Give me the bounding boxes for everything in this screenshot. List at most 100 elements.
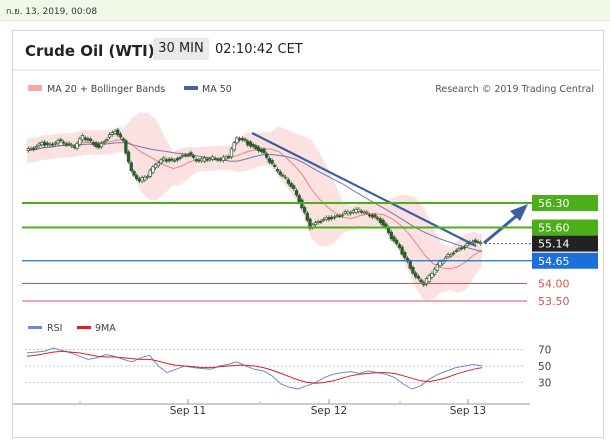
rsi-tick-label: 30 [538,377,551,389]
candle [105,139,109,141]
rsi-line [26,347,483,390]
candle [378,218,383,224]
rsi-legend-swatch [28,326,42,329]
candle [251,144,255,147]
datetime-label: ก.ย. 13, 2019, 00:08 [6,7,98,17]
candle [441,261,445,265]
candle [313,222,318,225]
candle [454,250,458,252]
candle [51,143,55,146]
candle [460,247,464,250]
candle [478,242,483,245]
candle [416,275,421,279]
candle [243,138,247,141]
candle [124,140,128,154]
candle [175,158,179,161]
level-tag [532,235,598,252]
candle [178,157,182,160]
candle [248,141,253,147]
candle [159,159,163,164]
candle [376,217,380,220]
candle [397,244,402,248]
x-tick-label: Sep 13 [450,405,487,417]
candle [232,142,236,151]
candle [446,254,450,258]
candle [400,246,404,255]
instrument-title: Crude Oil (WTI) [25,42,155,60]
forecast-arrow-head [510,204,528,221]
candle [200,158,204,162]
candle [351,210,356,213]
candle [167,158,171,162]
level-tag [532,195,598,211]
candle [465,243,469,246]
candle [40,142,44,146]
candle [408,261,412,269]
candle [443,257,448,261]
candle [346,211,350,215]
candle [348,212,353,215]
candle [151,166,155,173]
candle [327,217,331,220]
candle [75,142,79,149]
level-label: 55.14 [538,238,570,251]
candle [389,231,393,240]
candle [118,133,123,138]
candle [45,142,49,146]
candle [335,215,339,218]
candle [365,211,369,214]
candle [359,210,364,213]
trend-line [251,132,477,247]
candle [362,211,366,214]
candle [332,216,337,219]
level-label: 55.60 [538,222,570,235]
ma50-legend-label: MA 50 [202,84,232,95]
price-chart [26,112,528,302]
candle [202,157,207,162]
candle [59,139,63,141]
bollinger-band [27,112,482,302]
candle [72,146,77,149]
candle [32,147,36,150]
timeframe-badge[interactable]: 30 MIN [153,38,209,60]
candle [435,264,439,271]
candle [162,157,166,161]
candle [191,155,196,158]
candle [129,162,133,171]
candle [205,158,209,161]
candle [305,212,309,221]
candle [186,154,190,157]
candle [256,146,261,151]
candle [80,134,85,141]
credit-label: Research © 2019 Trading Central [435,84,594,95]
level-label: 56.30 [538,197,570,210]
candle [64,143,68,146]
candle [381,219,385,226]
date-bar: ก.ย. 13, 2019, 00:08 [0,0,610,21]
candle [449,254,453,257]
candle [99,142,104,148]
candle [297,195,301,203]
candle [286,179,291,184]
candle [170,158,174,161]
candle [476,241,480,243]
candle [229,148,234,158]
candle [153,164,158,169]
candle [221,156,226,161]
candle [419,279,423,283]
candle [94,142,98,147]
candle [37,143,41,146]
candle [97,143,101,148]
rsi-ma-legend-label: 9MA [95,323,116,334]
candle [265,153,269,158]
candle [254,145,258,149]
candle [330,216,334,220]
chart-panel [12,30,604,438]
candle [126,151,131,163]
rsi-ma-line [26,350,483,384]
ma20-legend-label: MA 20 + Bollinger Bands [47,84,165,95]
candle [42,141,47,146]
candle [354,208,358,213]
x-axis: Sep 11 Sep 12 Sep 13 [79,399,487,417]
